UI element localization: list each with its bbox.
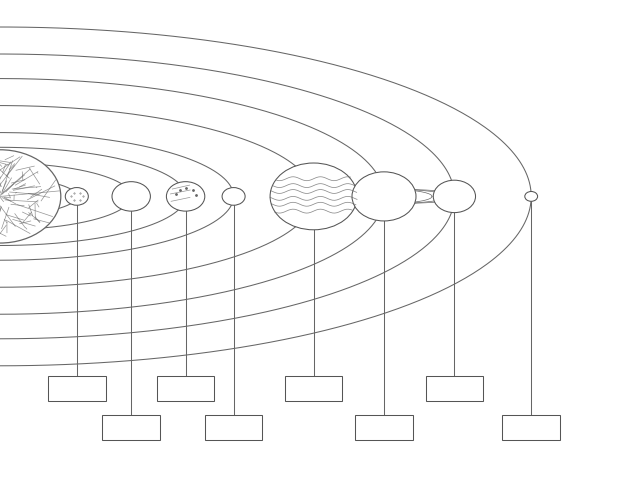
Bar xyxy=(157,376,214,401)
Bar xyxy=(285,376,342,401)
Bar xyxy=(48,376,106,401)
Circle shape xyxy=(112,182,150,211)
Circle shape xyxy=(433,180,476,213)
Circle shape xyxy=(65,188,88,205)
Bar xyxy=(102,415,160,440)
Circle shape xyxy=(270,163,357,230)
Bar xyxy=(502,415,560,440)
Circle shape xyxy=(0,150,61,243)
Circle shape xyxy=(352,172,416,221)
Bar xyxy=(355,415,413,440)
Bar xyxy=(426,376,483,401)
Bar xyxy=(205,415,262,440)
Circle shape xyxy=(525,191,538,201)
Circle shape xyxy=(166,182,205,211)
Circle shape xyxy=(222,188,245,205)
